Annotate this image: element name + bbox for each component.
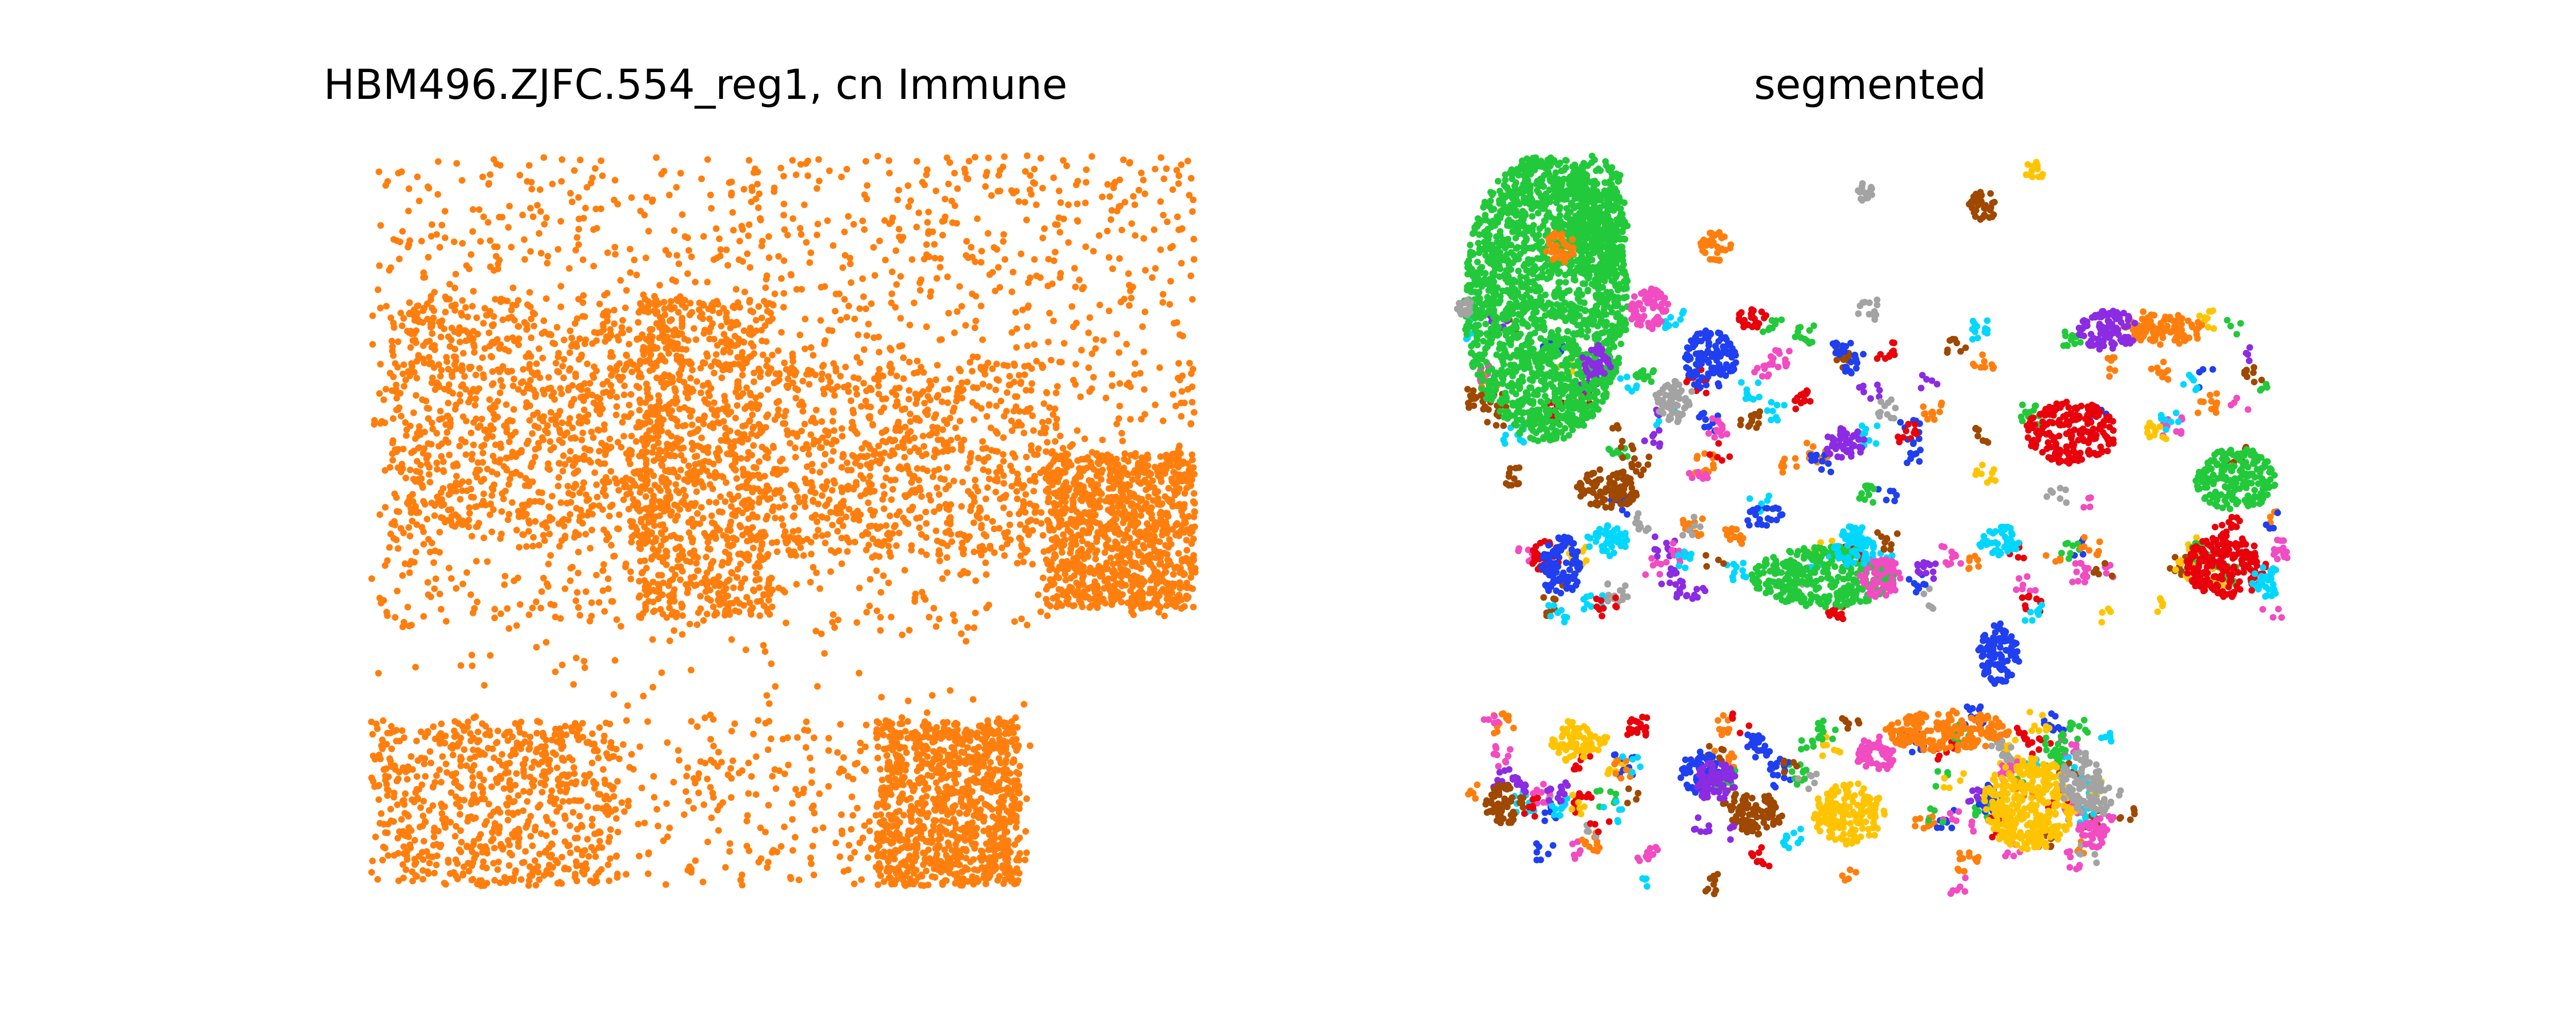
data-point: [1139, 323, 1146, 330]
data-point: [501, 581, 508, 588]
data-point: [838, 174, 845, 180]
data-point: [405, 208, 412, 215]
data-point: [1023, 795, 1030, 802]
data-point: [456, 338, 464, 346]
data-point: [566, 265, 573, 272]
data-point: [591, 165, 599, 172]
data-point: [848, 397, 855, 404]
data-point: [540, 317, 547, 324]
data-point: [814, 518, 821, 525]
data-point: [859, 217, 866, 225]
data-point: [677, 169, 684, 177]
data-point: [731, 720, 738, 727]
chart-title-right: segmented: [1754, 61, 1987, 109]
data-point: [626, 246, 634, 253]
data-point: [918, 493, 925, 500]
data-point: [1050, 317, 1057, 324]
chart-title-left: HBM496.ZJFC.554_reg1, cn Immune: [324, 61, 1067, 109]
data-point: [1014, 470, 1021, 477]
data-point: [647, 487, 654, 494]
data-point: [1104, 181, 1111, 188]
data-point: [399, 572, 406, 579]
data-point: [853, 354, 860, 361]
data-point: [736, 237, 743, 245]
data-point: [1059, 444, 1066, 452]
data-point: [617, 623, 624, 630]
data-point: [737, 585, 744, 592]
data-point: [812, 627, 820, 634]
data-point: [621, 391, 628, 399]
data-point: [469, 228, 476, 235]
data-point: [933, 187, 940, 195]
data-point: [386, 544, 393, 551]
data-point: [857, 740, 864, 747]
data-point: [722, 864, 729, 871]
data-point: [412, 548, 419, 556]
data-point: [558, 853, 566, 861]
data-point: [1061, 340, 1068, 347]
data-point: [1013, 325, 1021, 332]
data-point: [999, 238, 1007, 245]
data-point: [839, 830, 845, 837]
data-point: [865, 320, 872, 328]
data-point: [557, 218, 564, 225]
data-point: [388, 337, 396, 345]
data-point: [681, 457, 688, 464]
data-point: [628, 539, 635, 546]
data-point: [425, 254, 432, 261]
data-point: [843, 314, 851, 321]
data-point: [880, 572, 887, 579]
data-point: [600, 561, 607, 568]
